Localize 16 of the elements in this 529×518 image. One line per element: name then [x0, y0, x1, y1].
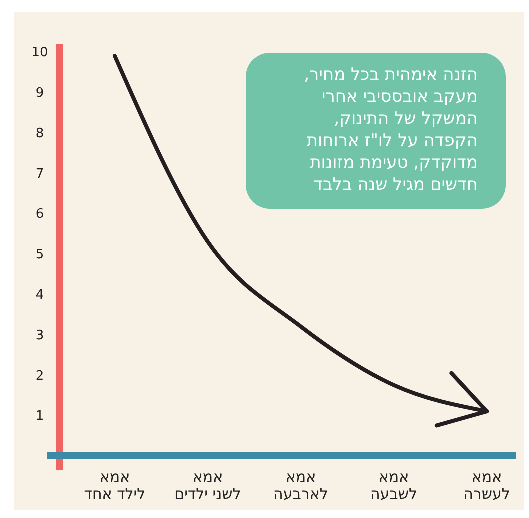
y-tick-label: 4: [36, 288, 44, 303]
x-tick-label: אמא לילד אחד: [84, 468, 146, 503]
x-tick-label: אמא לשבעה: [370, 468, 418, 503]
x-tick-label: אמא לעשרה: [464, 468, 510, 503]
y-tick-label: 7: [36, 166, 44, 182]
y-tick-label: 5: [36, 248, 44, 263]
y-tick-label: 1: [36, 409, 44, 424]
y-tick-label: 10: [32, 46, 48, 61]
x-tick-label: אמא לארבעה: [274, 468, 328, 503]
annotation: הזנה אימהית בכל מחיר, מעקב אובססיבי אחרי המשקל של התינוק, הקפדה על לו"ז ארוחות מדוקדק, טעימת מזונות חדשים מגיל שנה בלבד: [304, 65, 478, 195]
x-tick-label: אמא לשני ילדים: [174, 468, 242, 503]
y-tick-label: 3: [36, 328, 44, 344]
y-tick-label: 6: [36, 207, 44, 222]
y-tick-label: 9: [36, 86, 44, 102]
y-tick-label: 2: [36, 368, 44, 384]
y-tick-label: 8: [36, 126, 44, 142]
